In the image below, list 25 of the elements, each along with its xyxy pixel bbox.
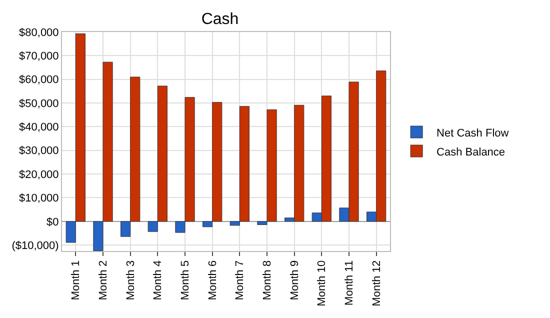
chart-title: Cash xyxy=(201,10,239,28)
x-tick-label: Month 4 xyxy=(152,260,164,300)
x-tick-label: Month 3 xyxy=(124,260,137,300)
y-tick-label: $20,000 xyxy=(19,168,59,181)
y-tick-label: $10,000 xyxy=(19,192,59,205)
x-tick-label: Month 5 xyxy=(180,260,192,300)
x-tick-label: Month 7 xyxy=(234,260,246,300)
x-tick-label: Month 9 xyxy=(288,260,301,300)
x-tick-label: Month 6 xyxy=(206,260,219,300)
y-tick-label: $0 xyxy=(46,216,59,228)
legend-label: Net Cash Flow xyxy=(436,127,509,140)
y-tick-label: $60,000 xyxy=(19,74,59,86)
x-tick-label: Month 10 xyxy=(316,260,328,306)
x-tick-label: Month 11 xyxy=(344,260,356,306)
y-tick-label: $70,000 xyxy=(19,50,59,63)
y-tick-label: $30,000 xyxy=(19,145,59,158)
x-tick-label: Month 12 xyxy=(370,260,383,306)
legend-label: Cash Balance xyxy=(436,146,506,158)
y-tick-label: $40,000 xyxy=(19,122,59,134)
y-tick-label: ($10,000) xyxy=(12,240,59,252)
y-tick-label: $50,000 xyxy=(19,98,59,110)
y-tick-label: $80,000 xyxy=(19,26,59,39)
x-tick-label: Month 1 xyxy=(70,260,82,300)
x-tick-label: Month 2 xyxy=(98,260,110,300)
x-tick-label: Month 8 xyxy=(262,260,274,300)
